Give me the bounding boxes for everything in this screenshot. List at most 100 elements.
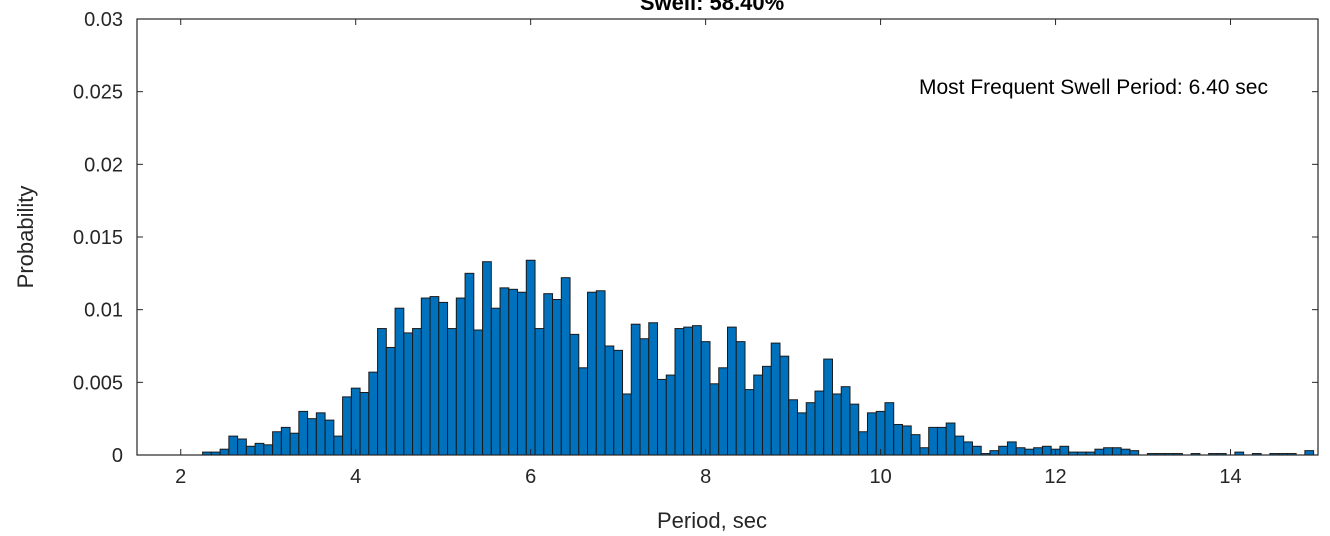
histogram-bar <box>1304 450 1315 456</box>
x-tick-label: 2 <box>175 466 186 488</box>
chart-title: Swell: 58.40% <box>640 0 784 15</box>
histogram-bar <box>315 412 326 456</box>
y-tick-label: 0.025 <box>73 82 123 104</box>
histogram-bar <box>499 287 510 456</box>
histogram-bar <box>298 410 309 456</box>
histogram-bar <box>289 432 300 456</box>
histogram-bar <box>770 342 781 456</box>
x-tick-label: 10 <box>869 466 891 488</box>
histogram-bars <box>202 259 1315 456</box>
histogram-bar <box>508 288 519 456</box>
histogram-bar <box>1015 447 1026 456</box>
histogram-bar <box>814 390 825 456</box>
histogram-bar <box>420 297 431 456</box>
histogram-bar <box>884 402 895 456</box>
histogram-bar <box>1120 448 1131 456</box>
histogram-bar <box>893 423 903 456</box>
histogram-bar <box>657 378 667 456</box>
histogram-bar <box>604 345 615 456</box>
histogram-bar <box>753 374 763 456</box>
histogram-bar <box>735 341 746 456</box>
most-frequent-period-annotation: Most Frequent Swell Period: 6.40 sec <box>919 76 1268 99</box>
histogram-bar <box>447 328 457 456</box>
histogram-bar <box>1094 448 1105 456</box>
histogram-bar <box>674 328 685 456</box>
y-tick-label: 0.015 <box>73 227 123 249</box>
histogram-bar <box>525 259 536 456</box>
histogram-bar <box>1041 445 1052 456</box>
histogram-bar <box>368 371 379 456</box>
histogram-bar <box>359 392 370 456</box>
histogram-bar <box>464 272 475 456</box>
histogram-bar <box>333 435 344 456</box>
histogram-bar <box>849 403 860 456</box>
y-tick-label: 0.02 <box>84 154 123 176</box>
histogram-bar <box>490 307 501 456</box>
histogram-bar <box>403 332 414 456</box>
histogram-bar <box>1129 450 1140 456</box>
histogram-bar <box>779 355 790 456</box>
histogram-bar <box>875 410 886 456</box>
histogram-bar <box>727 326 737 456</box>
histogram-bar <box>587 291 597 456</box>
histogram-bar <box>630 323 641 456</box>
histogram-bar <box>228 435 239 456</box>
histogram-bar <box>237 438 247 456</box>
histogram-bar <box>307 418 317 456</box>
histogram-bar <box>1059 445 1070 456</box>
histogram-bar <box>700 341 711 456</box>
histogram-bar <box>438 301 449 456</box>
histogram-bar <box>831 393 842 456</box>
x-tick-label: 8 <box>700 466 711 488</box>
histogram-bar <box>796 412 807 456</box>
histogram-bar <box>219 448 230 456</box>
histogram-bar <box>823 358 833 456</box>
histogram-bar <box>639 338 650 456</box>
histogram-bar <box>482 261 492 456</box>
x-tick-label: 4 <box>350 466 361 488</box>
x-tick-label: 6 <box>525 466 536 488</box>
histogram-bar <box>998 445 1008 456</box>
histogram-bar <box>683 326 694 456</box>
histogram-bar <box>788 399 798 456</box>
histogram-bar <box>744 389 755 456</box>
histogram-bar <box>971 445 982 456</box>
histogram-bar <box>936 426 947 456</box>
histogram-bar <box>578 367 589 456</box>
histogram-bar <box>560 277 571 456</box>
histogram-bar <box>534 328 545 456</box>
histogram-bar <box>272 431 282 456</box>
histogram-bar <box>385 346 396 456</box>
histogram-bar <box>709 383 720 456</box>
histogram-bar <box>622 393 632 456</box>
histogram-bar <box>280 426 291 456</box>
histogram-bar <box>543 293 554 456</box>
histogram-bar <box>963 441 973 456</box>
histogram-bar <box>692 325 702 456</box>
histogram-bar <box>840 386 851 456</box>
y-axis: 0 0.005 0.01 0.015 0.02 0.025 0.03 <box>73 9 1318 467</box>
histogram-bar <box>552 298 562 456</box>
histogram-bar <box>377 328 387 456</box>
histogram-bar <box>394 307 405 456</box>
y-tick-label: 0.03 <box>84 9 123 31</box>
histogram-bar <box>954 435 965 456</box>
histogram-bar <box>805 402 816 456</box>
histogram-bar <box>648 322 659 456</box>
histogram-bar <box>1111 447 1122 456</box>
histogram-bar <box>350 387 361 456</box>
x-tick-label: 14 <box>1219 466 1241 488</box>
histogram-bar <box>866 412 877 456</box>
histogram-bar <box>595 290 606 456</box>
histogram-bar <box>613 349 624 456</box>
histogram-bar <box>945 422 956 456</box>
histogram-bar <box>901 425 912 456</box>
histogram-bar <box>1024 448 1035 456</box>
x-axis-label: Period, sec <box>657 508 767 533</box>
histogram-bar <box>412 328 422 456</box>
histogram-bar <box>665 374 676 456</box>
histogram-bar <box>989 450 1000 456</box>
histogram-bar <box>928 426 938 456</box>
y-tick-label: 0.005 <box>73 372 123 394</box>
